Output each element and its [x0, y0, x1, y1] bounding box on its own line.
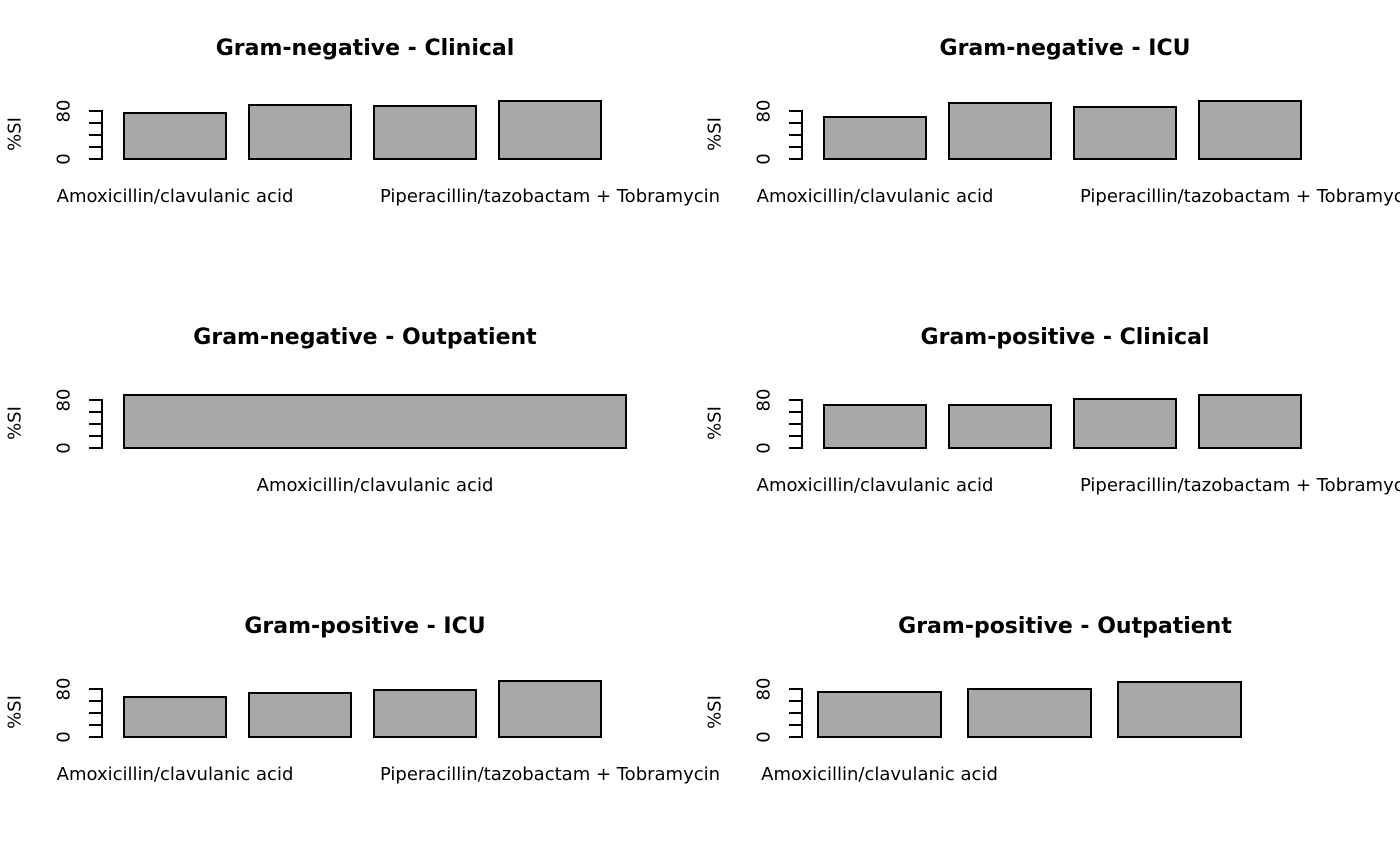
chart-panel-gram-negative-icu: Gram-negative - ICU 0 80 %SI Amoxicillin/cla…	[700, 0, 1400, 289]
bar	[1198, 100, 1302, 160]
chart-panel-gram-negative-outpatient: Gram-negative - Outpatient 0 80 %SI Amoxicil…	[0, 289, 700, 578]
y-axis-tick	[89, 724, 102, 726]
y-axis-tick	[789, 399, 802, 401]
y-axis-tick	[789, 110, 802, 112]
y-axis-tick	[89, 411, 102, 413]
y-axis-tick	[789, 122, 802, 124]
y-tick-label: 0	[53, 442, 75, 454]
panel-title: Gram-negative - Outpatient	[193, 325, 537, 350]
chart-panel-gram-negative-clinical: Gram-negative - Clinical 0 80 %SI Amoxicilli…	[0, 0, 721, 289]
y-axis-tick	[789, 700, 802, 702]
bar	[123, 112, 227, 160]
panel-title: Gram-positive - Outpatient	[898, 614, 1232, 639]
bar	[123, 394, 627, 449]
y-axis-line	[801, 399, 803, 449]
y-tick-label: 80	[753, 677, 775, 701]
bar	[823, 404, 927, 449]
y-axis-tick	[89, 158, 102, 160]
y-axis-tick	[789, 158, 802, 160]
x-axis-label: Amoxicillin/clavulanic acid	[256, 475, 494, 496]
bar	[948, 102, 1052, 160]
y-axis-title: %SI	[4, 695, 26, 729]
panel-title: Gram-positive - Clinical	[920, 325, 1210, 350]
x-axis-label: Piperacillin/tazobactam + Tobramycin	[1079, 475, 1400, 496]
panel-title: Gram-positive - ICU	[244, 614, 486, 639]
bar	[817, 691, 942, 738]
y-axis-line	[801, 688, 803, 738]
y-axis-tick	[789, 688, 802, 690]
y-tick-label: 80	[753, 99, 775, 123]
bar	[123, 696, 227, 738]
y-tick-label: 80	[53, 677, 75, 701]
y-axis-tick	[89, 736, 102, 738]
y-tick-label: 0	[53, 153, 75, 165]
y-axis-tick	[89, 146, 102, 148]
y-axis-tick	[89, 399, 102, 401]
bar	[967, 688, 1092, 738]
x-axis-label: Amoxicillin/clavulanic acid	[56, 186, 294, 207]
x-axis-label: Piperacillin/tazobactam + Tobramycin	[379, 764, 721, 785]
y-axis-tick	[789, 411, 802, 413]
y-axis-tick	[89, 712, 102, 714]
bar	[1198, 394, 1302, 449]
bar	[823, 116, 927, 160]
bar	[498, 100, 602, 160]
y-axis-tick	[89, 423, 102, 425]
y-axis-tick	[89, 134, 102, 136]
y-tick-label: 0	[753, 442, 775, 454]
y-axis-tick	[789, 724, 802, 726]
y-tick-label: 80	[53, 388, 75, 412]
x-axis-label: Amoxicillin/clavulanic acid	[56, 764, 294, 785]
y-axis-tick	[89, 110, 102, 112]
bar	[498, 680, 602, 738]
y-axis-title: %SI	[704, 695, 726, 729]
y-axis-tick	[789, 736, 802, 738]
y-axis-tick	[89, 435, 102, 437]
y-axis-tick	[789, 435, 802, 437]
y-axis-tick	[789, 712, 802, 714]
x-axis-label: Amoxicillin/clavulanic acid	[761, 764, 998, 785]
x-axis-label: Amoxicillin/clavulanic acid	[756, 475, 994, 496]
y-axis-title: %SI	[704, 117, 726, 151]
chart-panel-gram-positive-outpatient: Gram-positive - Outpatient 0 80 %SI Amoxicil…	[700, 578, 1400, 867]
y-axis-tick	[89, 688, 102, 690]
y-tick-label: 0	[753, 153, 775, 165]
chart-panel-gram-positive-clinical: Gram-positive - Clinical 0 80 %SI Amoxicilli…	[700, 289, 1400, 578]
bar	[1117, 681, 1242, 738]
y-tick-label: 0	[53, 731, 75, 743]
bar	[248, 104, 352, 160]
y-axis-title: %SI	[704, 406, 726, 440]
y-axis-tick	[89, 122, 102, 124]
bar	[1073, 106, 1177, 160]
y-axis-tick	[789, 447, 802, 449]
x-axis-label: Amoxicillin/clavulanic acid	[756, 186, 994, 207]
y-axis-title: %SI	[4, 117, 26, 151]
y-tick-label: 0	[753, 731, 775, 743]
panel-title: Gram-negative - ICU	[939, 36, 1191, 61]
chart-panel-gram-positive-icu: Gram-positive - ICU 0 80 %SI Amoxicillin/cla…	[0, 578, 721, 867]
x-axis-label: Piperacillin/tazobactam + Tobramycin	[1079, 186, 1400, 207]
y-axis-tick	[789, 423, 802, 425]
y-axis-tick	[89, 700, 102, 702]
y-axis-line	[101, 399, 103, 449]
x-axis-label: Piperacillin/tazobactam + Tobramycin	[379, 186, 721, 207]
bar	[373, 689, 477, 738]
y-tick-label: 80	[53, 99, 75, 123]
bar	[373, 105, 477, 160]
y-axis-line	[101, 688, 103, 738]
bar	[1073, 398, 1177, 449]
y-axis-tick	[789, 134, 802, 136]
y-tick-label: 80	[753, 388, 775, 412]
y-axis-line	[101, 110, 103, 160]
y-axis-line	[801, 110, 803, 160]
panel-title: Gram-negative - Clinical	[215, 36, 515, 61]
bar	[248, 692, 352, 738]
bar	[948, 404, 1052, 449]
y-axis-title: %SI	[4, 406, 26, 440]
y-axis-tick	[89, 447, 102, 449]
y-axis-tick	[789, 146, 802, 148]
